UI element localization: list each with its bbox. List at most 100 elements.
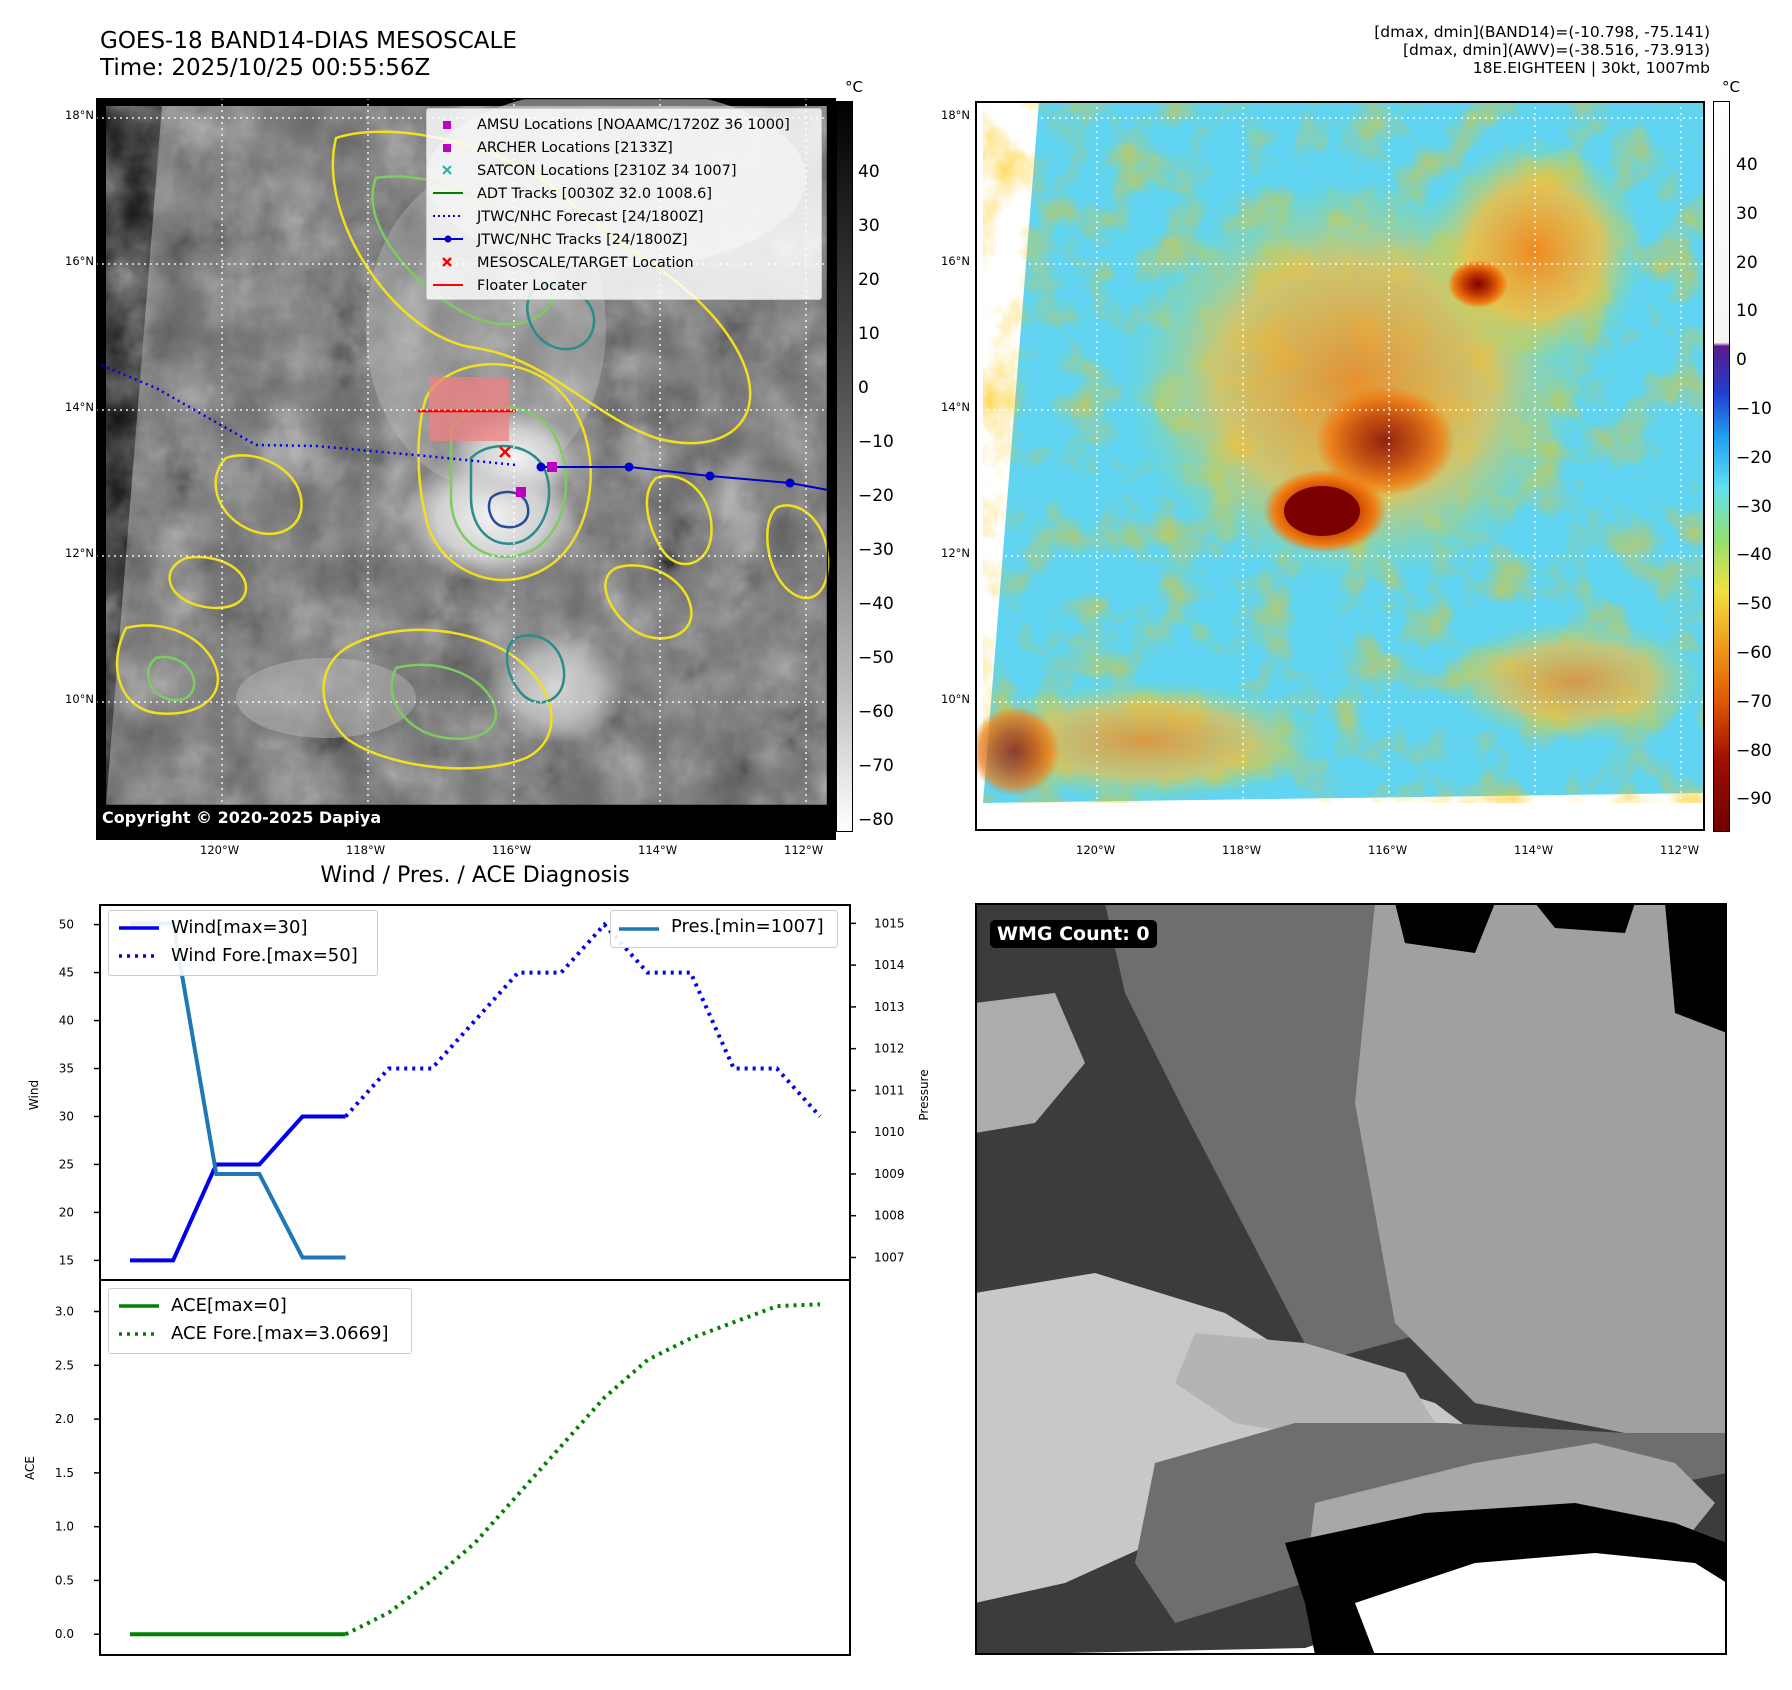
ace-marks: 3.0 2.5 2.0 1.5 1.0 0.5 0.0	[55, 1302, 821, 1641]
cbar-tick: 30	[1736, 203, 1758, 224]
lon-label: 118°W	[346, 843, 386, 857]
lat-label: 14°N	[65, 400, 94, 414]
y-tick-label: 0.0	[55, 1627, 74, 1641]
lon-label: 118°W	[1222, 843, 1262, 857]
legend-tracks: JTWC/NHC Tracks [24/1800Z]	[477, 232, 688, 248]
pressure-legend-swatch	[619, 927, 659, 931]
legend-floater: Floater Locater	[477, 278, 587, 294]
lon-label: 120°W	[1076, 843, 1116, 857]
cbar-tick: −30	[858, 540, 894, 560]
legend-satcon: SATCON Locations [2310Z 34 1007]	[477, 163, 737, 179]
wmg-count-badge: WMG Count: 0	[990, 920, 1157, 948]
lon-label: 120°W	[200, 843, 240, 857]
lon-label: 116°W	[492, 843, 532, 857]
cbar-tick: −10	[858, 432, 894, 452]
y-tick-label: 35	[59, 1062, 74, 1076]
legend-target: MESOSCALE/TARGET Location	[477, 255, 694, 271]
cbar-tick: 20	[858, 270, 880, 290]
cbar-tick: 0	[1736, 350, 1747, 371]
y-tick-label: 40	[59, 1014, 74, 1028]
left-colorbar-ticks: 40 30 20 10 0 −10 −20 −30 −40 −50 −60 −7…	[858, 145, 894, 847]
y-right-tick-label: 1010	[874, 1125, 905, 1139]
main-title: GOES-18 BAND14-DIAS MESOSCALE Time: 2025…	[100, 28, 517, 82]
diagnosis-chart: 50 45 40 35 30 25 20 15 1015 1014 1013 1012 1011 1010…	[23, 904, 931, 1656]
cbar-tick: −10	[1736, 398, 1772, 419]
series-line-wind-fore-max-	[344, 921, 822, 1118]
band14-stats: [dmax, dmin](BAND14)=(-10.798, -75.141)	[1374, 23, 1710, 41]
lat-label: 16°N	[65, 254, 94, 268]
lat-label: 18°N	[65, 108, 94, 122]
title-line1: GOES-18 BAND14-DIAS MESOSCALE	[100, 28, 517, 54]
y-right-tick-label: 1011	[874, 1083, 905, 1097]
y-tick-label: 2.0	[55, 1412, 74, 1426]
y-tick-label: 0.5	[55, 1573, 74, 1587]
y-right-tick-label: 1012	[874, 1042, 905, 1056]
y-right-tick-label: 1007	[874, 1250, 905, 1264]
storm-info: 18E.EIGHTEEN | 30kt, 1007mb	[1472, 59, 1710, 77]
lon-label: 116°W	[1368, 843, 1408, 857]
legend-ace: ACE[max=0]	[171, 1295, 287, 1316]
cbar-tick: 10	[858, 324, 880, 344]
wind-ylabel: Wind	[27, 1080, 41, 1110]
cbar-tick: −50	[858, 648, 894, 668]
lat-label: 18°N	[941, 108, 970, 122]
left-colorbar-unit: °C	[845, 78, 863, 96]
y-right-tick-label: 1014	[874, 958, 905, 972]
y-tick-label: 30	[59, 1109, 74, 1123]
y-tick-label: 1.0	[55, 1520, 74, 1534]
lon-label: 114°W	[638, 843, 678, 857]
cbar-tick: −60	[858, 702, 894, 722]
legend-wind: Wind[max=30]	[171, 917, 308, 938]
pressure-ylabel: Pressure	[917, 1069, 931, 1120]
y-tick-label: 1.5	[55, 1466, 74, 1480]
series-line-wind-max-	[130, 1114, 346, 1263]
cbar-tick: −80	[858, 810, 894, 830]
legend-forecast: JTWC/NHC Forecast [24/1800Z]	[477, 209, 704, 225]
lon-label: 112°W	[784, 843, 824, 857]
right-lon-labels: 120°W 118°W 116°W 114°W 112°W	[0, 843, 1792, 859]
cbar-tick: −80	[1736, 740, 1772, 761]
cbar-tick: 30	[858, 216, 880, 236]
wind-legend: Wind[max=30] Wind Fore.[max=50]	[108, 910, 378, 976]
copyright-text: Copyright © 2020-2025 Dapiya	[102, 808, 382, 827]
cbar-tick: −40	[1736, 545, 1772, 566]
y-right-tick-label: 1013	[874, 1000, 905, 1014]
y-tick-label: 2.5	[55, 1358, 74, 1372]
left-lon-labels: 120°W 118°W 116°W 114°W 112°W	[0, 843, 900, 859]
y-tick-label: 25	[59, 1157, 74, 1171]
cbar-tick: −90	[1736, 789, 1772, 810]
y-right-tick-label: 1009	[874, 1167, 905, 1181]
series-line-ace-fore-max-	[344, 1302, 821, 1637]
wind-pressure-marks: 50 45 40 35 30 25 20 15 1015 1014 1013 1012 1011 1010…	[59, 916, 905, 1267]
lat-label: 12°N	[65, 546, 94, 560]
cbar-tick: −20	[1736, 447, 1772, 468]
left-colorbar	[836, 101, 853, 832]
legend-ace-forecast: ACE Fore.[max=3.0669]	[171, 1323, 389, 1344]
wmg-panel	[975, 903, 1727, 1655]
title-line2: Time: 2025/10/25 00:55:56Z	[100, 55, 431, 81]
y-tick-label: 50	[59, 918, 74, 932]
lat-label: 10°N	[941, 692, 970, 706]
y-tick-label: 15	[59, 1253, 74, 1267]
cbar-tick: −40	[858, 594, 894, 614]
lat-label: 12°N	[941, 546, 970, 560]
ace-legend: ACE[max=0] ACE Fore.[max=3.0669]	[108, 1288, 412, 1354]
legend-wind-forecast: Wind Fore.[max=50]	[171, 945, 358, 966]
cbar-tick: 40	[1736, 155, 1758, 175]
y-right-tick-label: 1015	[874, 916, 905, 930]
wind-legend-swatches	[119, 926, 159, 958]
diagnosis-title: Wind / Pres. / ACE Diagnosis	[320, 863, 630, 888]
y-tick-label: 3.0	[55, 1305, 74, 1319]
map-legend: AMSU Locations [NOAAMC/1720Z 36 1000] AR…	[426, 108, 822, 300]
cbar-tick: 20	[1736, 252, 1758, 273]
right-colorbar	[1713, 101, 1730, 832]
cbar-tick: 10	[1736, 301, 1758, 322]
ace-legend-swatches	[119, 1304, 159, 1336]
legend-pressure: Pres.[min=1007]	[671, 916, 824, 937]
y-tick-label: 20	[59, 1205, 74, 1219]
right-colorbar-unit: °C	[1722, 78, 1740, 96]
pressure-legend: Pres.[min=1007]	[610, 910, 838, 948]
awv-stats: [dmax, dmin](AWV)=(-38.516, -73.913)	[1403, 41, 1710, 59]
lon-label: 112°W	[1660, 843, 1700, 857]
lat-label: 10°N	[65, 692, 94, 706]
